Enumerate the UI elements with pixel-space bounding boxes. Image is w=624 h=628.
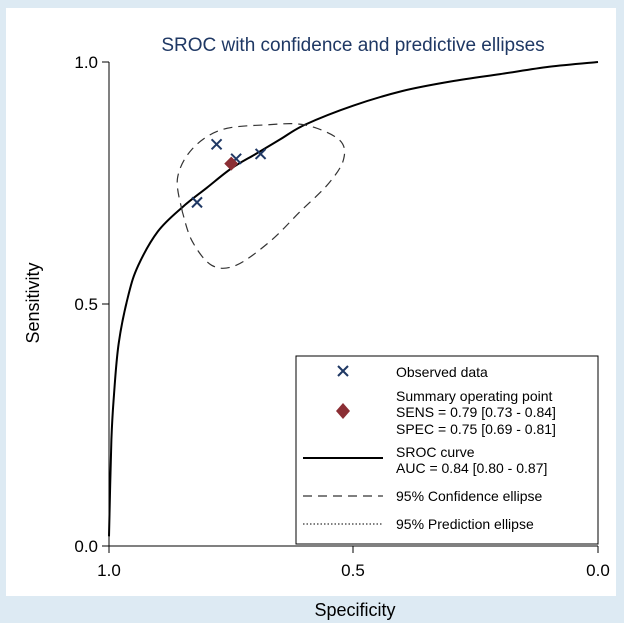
legend-summary-label: Summary operating point	[396, 388, 553, 404]
summary-operating-point	[224, 156, 239, 171]
legend-observed-marker	[337, 365, 349, 377]
legend-confidence-label: 95% Confidence ellipse	[396, 488, 543, 504]
y-tick-label-0: 0.0	[74, 537, 98, 556]
legend-prediction-label: 95% Prediction ellipse	[396, 516, 534, 532]
legend-sroc-label: SROC curve	[396, 444, 475, 460]
legend-observed-label: Observed data	[396, 364, 488, 380]
observed-point-3	[191, 196, 203, 209]
chart-title: SROC with confidence and predictive elli…	[161, 35, 544, 56]
x-axis-title: Specificity	[314, 600, 395, 620]
confidence-ellipse	[176, 123, 346, 269]
observed-point-0	[210, 138, 223, 150]
y-tick-label-1: 0.5	[74, 295, 98, 314]
observed-point-2	[254, 148, 267, 160]
legend-box	[295, 355, 599, 545]
series-layer	[108, 61, 599, 537]
legend-summary-marker	[336, 403, 350, 419]
legend: Observed data Summary operating point SE…	[295, 355, 599, 545]
x-tick-label-2: 0.0	[586, 561, 610, 580]
y-tick-label-2: 1.0	[74, 53, 98, 72]
y-axis-title: Sensitivity	[23, 262, 43, 343]
legend-sens-text: SENS = 0.79 [0.73 - 0.84]	[396, 404, 556, 420]
legend-auc-text: AUC = 0.84 [0.80 - 0.87]	[396, 460, 547, 476]
x-tick-label-0: 1.0	[97, 561, 121, 580]
legend-spec-text: SPEC = 0.75 [0.69 - 0.81]	[396, 421, 556, 437]
x-tick-label-1: 0.5	[341, 561, 365, 580]
